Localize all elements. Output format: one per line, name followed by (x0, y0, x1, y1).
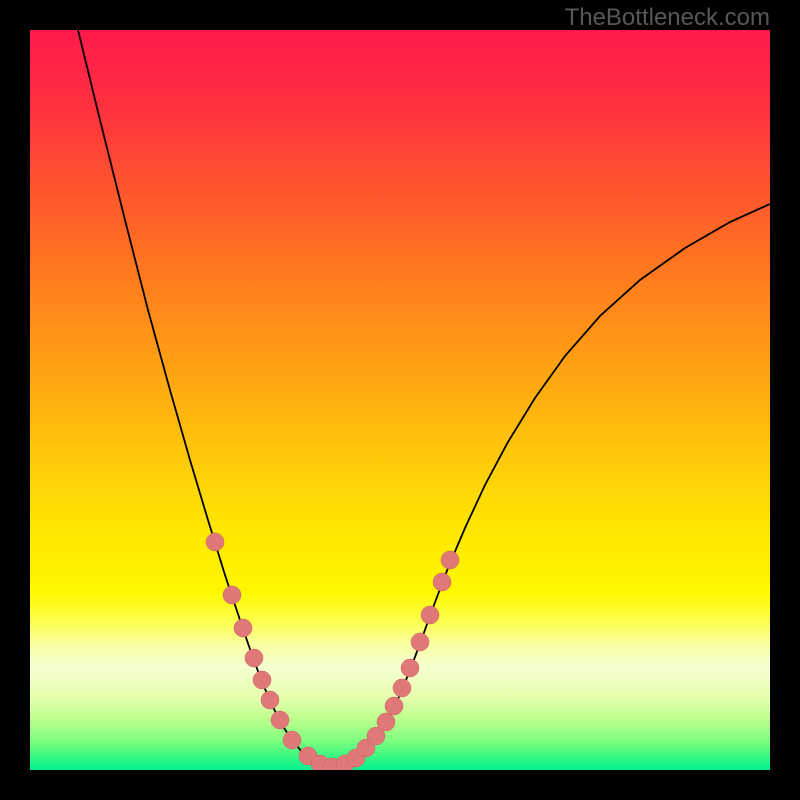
data-marker (385, 697, 403, 715)
data-markers (206, 533, 459, 770)
data-marker (401, 659, 419, 677)
data-marker (433, 573, 451, 591)
data-marker (411, 633, 429, 651)
data-marker (393, 679, 411, 697)
data-marker (234, 619, 252, 637)
data-marker (253, 671, 271, 689)
watermark-text: TheBottleneck.com (565, 4, 770, 32)
data-marker (206, 533, 224, 551)
bottleneck-curve (78, 30, 770, 767)
data-marker (271, 711, 289, 729)
data-marker (377, 713, 395, 731)
data-marker (245, 649, 263, 667)
chart-svg (30, 30, 770, 770)
data-marker (261, 691, 279, 709)
data-marker (421, 606, 439, 624)
data-marker (283, 731, 301, 749)
plot-area (30, 30, 770, 770)
data-marker (223, 586, 241, 604)
data-marker (441, 551, 459, 569)
